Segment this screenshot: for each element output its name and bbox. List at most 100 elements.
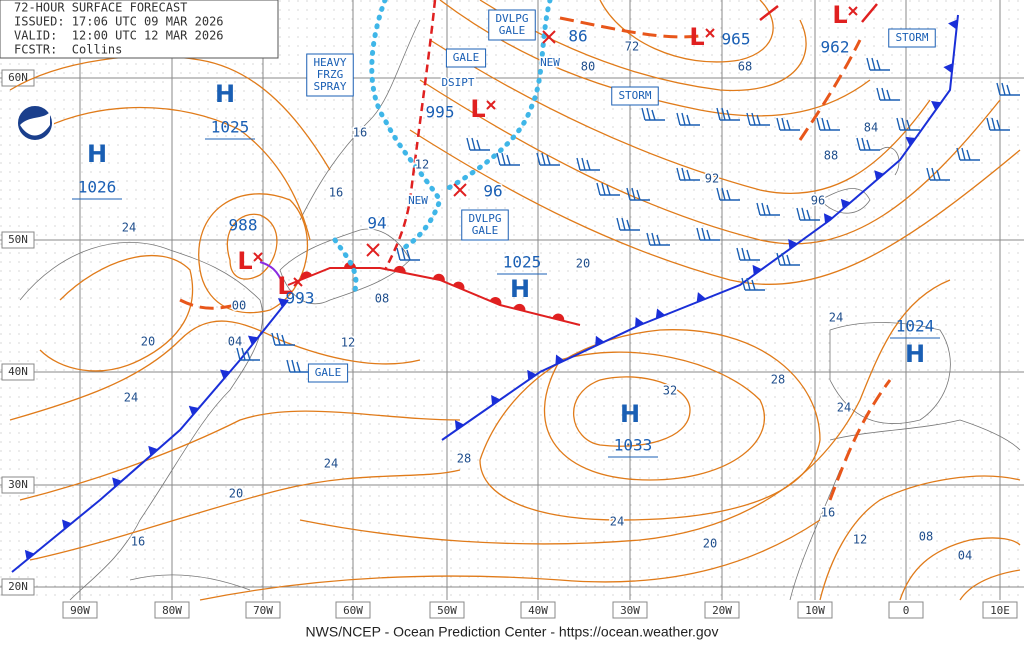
header-line: 72-HOUR SURFACE FORECAST	[14, 1, 187, 15]
warning-text: FRZG	[317, 68, 344, 81]
warning-box	[888, 28, 936, 48]
longitude-label: 40W	[528, 604, 548, 617]
cold-front-pip	[840, 198, 851, 209]
wind-barbs	[236, 57, 1020, 381]
warm-front-pip	[513, 303, 526, 312]
forecast-position	[366, 243, 380, 257]
annotation: DSIPT	[441, 76, 474, 89]
cold-front-pip	[635, 317, 645, 328]
low-center-mark	[848, 6, 858, 16]
center-pressure: 1025	[211, 118, 250, 137]
wind-barb	[496, 152, 520, 166]
graticule: 60N 50N 40N 30N 20N 90W 80W 70W 60W 50W 40W 30W 20W 1…	[0, 0, 1024, 619]
isobar-label: 68	[738, 60, 752, 74]
cold-front-pip	[655, 308, 666, 319]
cold-front-pip	[277, 298, 289, 308]
cold-front-pip	[188, 405, 199, 416]
cold-front-pip	[555, 354, 565, 365]
header-line: VALID: 12:00 UTC 12 MAR 2026	[14, 29, 224, 43]
center-symbol: L	[832, 1, 847, 29]
isobar-label: 96	[811, 194, 825, 208]
warning-text: SPRAY	[313, 80, 346, 93]
wind-barb	[236, 347, 260, 361]
wind-barb	[466, 137, 490, 151]
cold-front-pip	[823, 213, 834, 224]
isobar-label: 88	[824, 149, 838, 163]
isobar-label: 80	[581, 60, 595, 74]
center-pressure: 988	[229, 216, 258, 235]
center-symbol: H	[510, 275, 530, 303]
isobar-label: 32	[663, 384, 677, 398]
wind-barb	[646, 232, 670, 246]
map-background	[0, 0, 1024, 600]
warning-text: STORM	[618, 89, 651, 102]
lon-label-box	[154, 601, 190, 619]
header: 72-HOUR SURFACE FORECAST ISSUED: 17:06 U…	[0, 0, 279, 59]
cold-front-pip	[24, 549, 35, 560]
warm-front-pip	[432, 273, 445, 281]
center-symbol: H	[905, 340, 925, 368]
lon-label-box	[62, 601, 98, 619]
wind-barb	[736, 247, 760, 261]
lon-label-box	[612, 601, 648, 619]
center-symbol: H	[87, 140, 107, 168]
isobar-label: 72	[625, 40, 639, 54]
forecast-position	[453, 183, 467, 197]
annotation: 86	[568, 27, 587, 46]
warning-text: GALE	[453, 51, 480, 64]
warning-box	[461, 209, 509, 241]
warm-front-pip	[552, 313, 565, 322]
isobar-label: 28	[457, 452, 471, 466]
wind-barb	[576, 157, 600, 171]
wind-barb	[776, 117, 800, 131]
isobar-label: 08	[919, 530, 933, 544]
center-pressure: 1024	[896, 317, 935, 336]
latitude-label: 20N	[8, 580, 28, 593]
forecast-position	[542, 30, 556, 44]
warning-box	[611, 86, 659, 106]
lat-label-box	[1, 363, 35, 381]
wind-barb	[866, 57, 890, 71]
lat-label-box	[1, 476, 35, 494]
warning-text: GALE	[472, 224, 499, 237]
noaa-logo	[16, 104, 54, 142]
isobar-label: 24	[610, 515, 624, 529]
wind-barb	[626, 187, 650, 201]
fronts	[11, 14, 959, 573]
center-symbol: L	[277, 272, 292, 300]
longitude-label: 70W	[253, 604, 273, 617]
wind-barb	[986, 117, 1010, 131]
wind-barb	[756, 202, 780, 216]
isobar-label: 24	[829, 311, 843, 325]
isobar-label: 16	[329, 186, 343, 200]
lon-label-box	[335, 601, 371, 619]
low-center-mark	[253, 252, 263, 262]
annotation: 96	[483, 182, 502, 201]
center-pressure: 962	[821, 38, 850, 57]
isobar-label: 08	[375, 292, 389, 306]
lat-label-box	[1, 231, 35, 249]
latitude-label: 30N	[8, 478, 28, 491]
isobar-label: 24	[124, 391, 138, 405]
wind-barb	[926, 167, 950, 181]
longitude-label: 80W	[162, 604, 182, 617]
wind-barb	[956, 147, 980, 161]
center-pressure: 993	[286, 289, 315, 308]
longitude-label: 10E	[990, 604, 1010, 617]
cold-front-pip	[943, 63, 953, 74]
header-line: ISSUED: 17:06 UTC 09 MAR 2026	[14, 15, 224, 29]
wind-barb	[746, 112, 770, 126]
isobar-label: 12	[415, 158, 429, 172]
lat-label-box	[1, 578, 35, 596]
center-symbol: L	[237, 247, 252, 275]
isobar-label: 16	[821, 506, 835, 520]
latitude-label: 50N	[8, 233, 28, 246]
coastlines	[19, 19, 1021, 601]
warning-box	[307, 363, 349, 383]
occlusion	[179, 0, 892, 501]
wind-barb	[271, 332, 295, 346]
annotation: NEW	[540, 56, 560, 69]
lon-label-box	[704, 601, 740, 619]
longitude-label: 50W	[437, 604, 457, 617]
wind-barb	[796, 207, 820, 221]
